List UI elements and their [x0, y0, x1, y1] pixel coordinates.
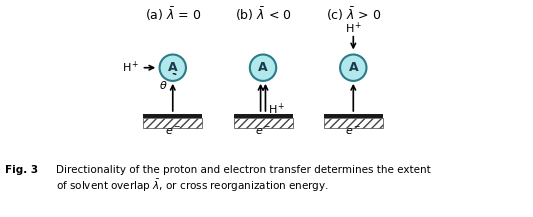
Text: e$^-$: e$^-$	[255, 126, 271, 137]
Bar	[143, 118, 202, 128]
Bar	[233, 114, 293, 118]
Text: H$^+$: H$^+$	[268, 102, 286, 117]
Text: (c) $\bar{\lambda}$ > 0: (c) $\bar{\lambda}$ > 0	[326, 5, 381, 23]
Text: (b) $\bar{\lambda}$ < 0: (b) $\bar{\lambda}$ < 0	[235, 5, 292, 23]
Text: (a) $\bar{\lambda}$ = 0: (a) $\bar{\lambda}$ = 0	[144, 5, 201, 23]
Bar	[143, 114, 202, 118]
Text: A: A	[349, 61, 358, 74]
Text: e$^-$: e$^-$	[345, 126, 361, 137]
Text: A: A	[258, 61, 268, 74]
Text: e$^-$: e$^-$	[165, 126, 181, 137]
Text: Directionality of the proton and electron transfer determines the extent
of solv: Directionality of the proton and electro…	[56, 165, 431, 194]
Circle shape	[159, 54, 186, 81]
Text: $\theta$: $\theta$	[159, 79, 167, 91]
Text: A: A	[168, 61, 177, 74]
Bar	[233, 118, 293, 128]
Circle shape	[340, 54, 367, 81]
Bar	[324, 114, 383, 118]
Text: H$^+$: H$^+$	[122, 60, 140, 75]
Text: H$^+$: H$^+$	[344, 21, 362, 36]
Text: Fig. 3: Fig. 3	[5, 165, 38, 175]
Bar	[324, 118, 383, 128]
Circle shape	[250, 54, 276, 81]
